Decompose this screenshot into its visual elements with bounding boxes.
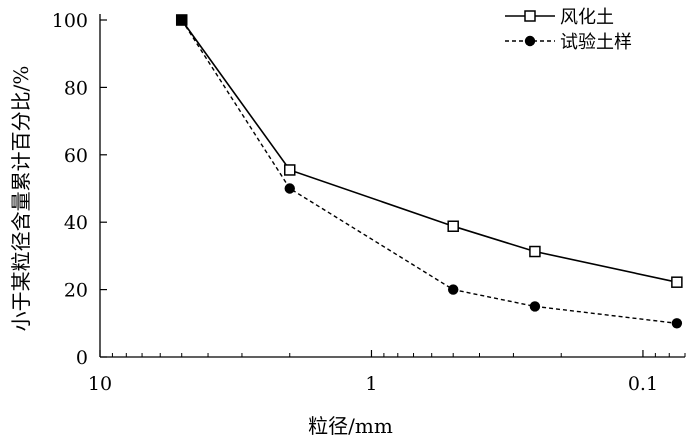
data-point (529, 301, 541, 312)
legend-item-1: 风化土 (505, 7, 614, 28)
legend-label: 风化土 (560, 7, 614, 28)
data-point (447, 220, 459, 232)
y-tick-label: 80 (64, 77, 88, 99)
data-point (671, 276, 683, 288)
legend-marker (524, 35, 536, 47)
x-tick-label: 1 (365, 373, 377, 395)
series-1 (175, 14, 683, 288)
data-point (284, 183, 295, 194)
data-point (284, 164, 296, 176)
series-2 (176, 14, 683, 329)
data-point (176, 14, 188, 26)
y-tick-label: 40 (64, 212, 88, 234)
y-tick-label: 60 (64, 145, 88, 167)
series-line (181, 19, 677, 324)
y-axis-title: 小于某粒径含量累计百分比/% (9, 66, 33, 332)
x-tick-label: 10 (88, 373, 112, 395)
data-point (529, 245, 541, 258)
series-line (181, 19, 678, 283)
legend-marker (524, 10, 536, 22)
data-point (447, 284, 459, 295)
y-tick-label: 20 (64, 280, 88, 302)
x-axis-title: 粒径/mm (308, 414, 393, 438)
y-tick-label: 0 (76, 347, 88, 369)
y-tick-label: 100 (52, 10, 88, 32)
x-tick-label: 0.1 (628, 373, 658, 395)
y-axis-ticks: 0 20 40 60 80 100 (52, 10, 107, 369)
axes (99, 14, 685, 358)
legend-item-2: 试验土样 (505, 32, 632, 53)
x-axis-ticks: 10 1 0.1 (88, 350, 686, 395)
data-point (671, 318, 683, 329)
series-layer (175, 14, 683, 329)
legend-label: 试验土样 (560, 32, 632, 53)
